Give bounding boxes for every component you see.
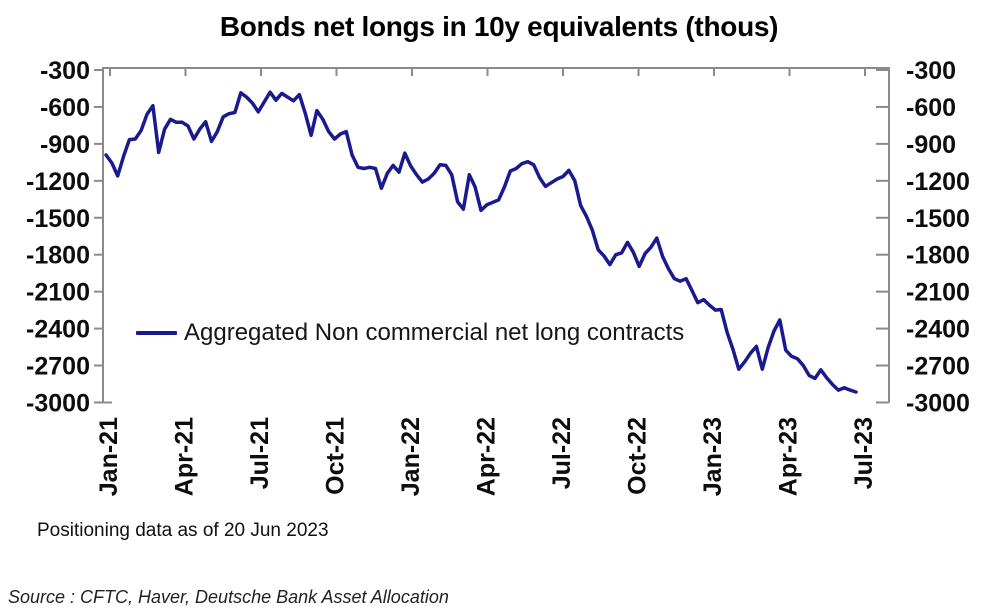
source-attribution: Source : CFTC, Haver, Deutsche Bank Asse… — [8, 587, 449, 607]
y-tick-label-left: -1200 — [26, 168, 90, 196]
y-tick-label-left: -2100 — [26, 279, 90, 307]
y-tick-label-left: -1500 — [26, 205, 90, 233]
x-tick-label: Oct-22 — [624, 417, 652, 495]
y-tick-label-right: -1800 — [906, 242, 970, 270]
y-tick-label-right: -2100 — [906, 279, 970, 307]
y-tick-label-left: -900 — [40, 131, 90, 159]
x-tick-label: Jul-21 — [246, 417, 274, 489]
series-line — [104, 90, 858, 394]
x-tick-label: Jan-21 — [95, 417, 123, 496]
y-tick-label-right: -2400 — [906, 316, 970, 344]
y-tick-label-right: -2700 — [906, 353, 970, 381]
y-tick-label-left: -3000 — [26, 389, 90, 417]
x-tick-label: Jan-22 — [397, 417, 425, 496]
legend-label: Aggregated Non commercial net long contr… — [184, 319, 685, 346]
y-tick-label-left: -2700 — [26, 353, 90, 381]
y-tick-label-right: -1200 — [906, 168, 970, 196]
y-tick-label-left: -2400 — [26, 316, 90, 344]
y-tick-label-right: -3000 — [906, 389, 970, 417]
chart-title: Bonds net longs in 10y equivalents (thou… — [219, 11, 779, 42]
x-tick-label: Jan-23 — [699, 417, 727, 496]
y-tick-label-left: -600 — [40, 94, 90, 122]
x-tick-label: Apr-23 — [775, 417, 803, 496]
legend: Aggregated Non commercial net long contr… — [136, 319, 684, 347]
axis-spines — [102, 67, 890, 403]
legend-line-swatch — [136, 331, 177, 335]
y-tick-label-right: -300 — [906, 57, 956, 85]
x-tick-label: Apr-21 — [171, 417, 199, 496]
y-tick-label-left: -300 — [40, 57, 90, 85]
y-tick-label-right: -600 — [906, 94, 956, 122]
y-tick-label-right: -900 — [906, 131, 956, 159]
x-tick-label: Apr-22 — [473, 417, 501, 496]
x-tick-label: Oct-21 — [322, 417, 350, 495]
y-tick-label-right: -1500 — [906, 205, 970, 233]
x-tick-label: Jul-23 — [850, 417, 878, 489]
positioning-date-note: Positioning data as of 20 Jun 2023 — [37, 520, 329, 541]
x-tick-label: Jul-22 — [548, 417, 576, 489]
y-tick-label-left: -1800 — [26, 242, 90, 270]
